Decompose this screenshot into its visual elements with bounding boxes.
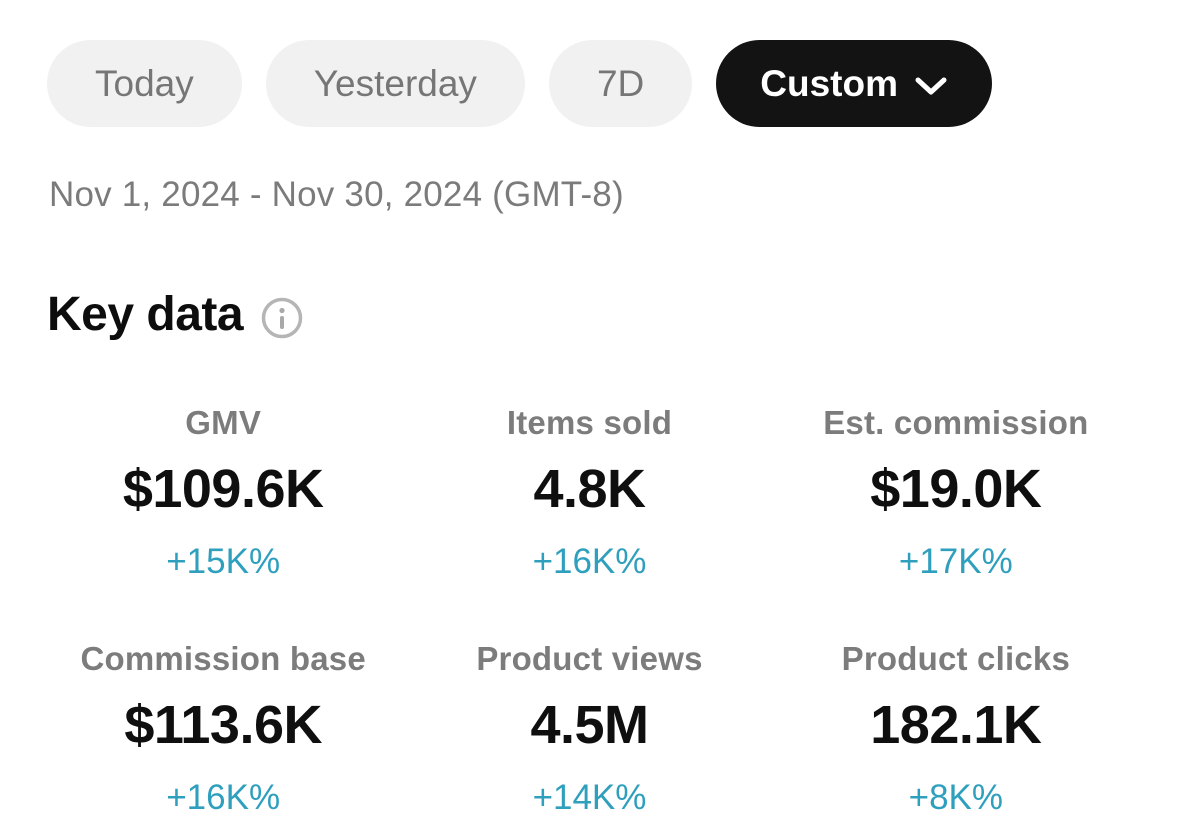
key-data-header: Key data <box>47 287 1179 342</box>
metric-commission-base: Commission base $113.6K +16K% <box>40 640 406 813</box>
info-icon[interactable] <box>261 297 303 339</box>
metric-label: Est. commission <box>823 404 1089 441</box>
metric-value: $19.0K <box>870 459 1042 519</box>
key-data-grid: GMV $109.6K +15K% Items sold 4.8K +16K% … <box>40 404 1139 813</box>
metric-product-clicks: Product clicks 182.1K +8K% <box>773 640 1139 813</box>
metric-gmv: GMV $109.6K +15K% <box>40 404 406 582</box>
metric-label: Items sold <box>506 404 673 441</box>
metric-label: Product clicks <box>841 640 1071 677</box>
metric-label: GMV <box>185 404 262 441</box>
date-range-text: Nov 1, 2024 - Nov 30, 2024 (GMT-8) <box>49 175 624 214</box>
date-filter-bar: Today Yesterday 7D Custom <box>47 40 1179 127</box>
filter-today-button[interactable]: Today <box>47 40 242 127</box>
metric-change: +16K% <box>532 542 647 581</box>
metric-est-commission: Est. commission $19.0K +17K% <box>773 404 1139 582</box>
filter-yesterday-button[interactable]: Yesterday <box>265 40 525 127</box>
metric-product-views: Product views 4.5M +14K% <box>406 640 772 813</box>
metric-label: Commission base <box>80 640 366 677</box>
metric-change: +15K% <box>166 542 281 581</box>
metric-change: +8K% <box>908 778 1004 813</box>
metric-value: $109.6K <box>122 459 324 519</box>
filter-7d-button[interactable]: 7D <box>548 40 693 127</box>
chevron-down-icon <box>914 75 948 97</box>
metric-value: 182.1K <box>870 695 1042 755</box>
metric-change: +16K% <box>166 778 281 813</box>
metric-value: 4.5M <box>530 695 649 755</box>
filter-custom-label: Custom <box>760 62 898 104</box>
metric-change: +17K% <box>898 542 1013 581</box>
page-title: Key data <box>47 288 244 341</box>
filter-custom-button[interactable]: Custom <box>716 40 992 127</box>
metric-label: Product views <box>476 640 703 677</box>
metric-items-sold: Items sold 4.8K +16K% <box>406 404 772 582</box>
metric-value: $113.6K <box>124 695 322 755</box>
metric-value: 4.8K <box>533 459 646 519</box>
metric-change: +14K% <box>532 778 647 813</box>
